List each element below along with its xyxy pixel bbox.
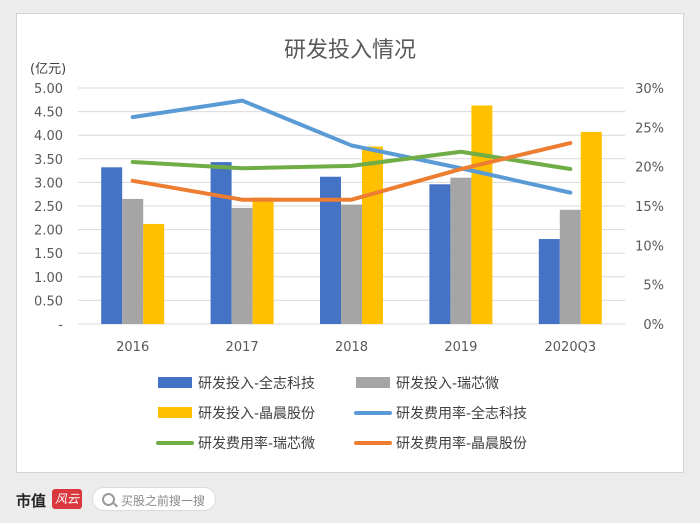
bar-series: [101, 105, 602, 325]
bar: [429, 184, 451, 324]
footer: 市值 风云 买股之前搜一搜: [0, 478, 700, 523]
y-left-tick-label: 2.50: [34, 200, 63, 215]
y-left-tick-label: 4.50: [34, 106, 63, 121]
y-left-tick-label: 0.50: [34, 294, 63, 309]
y-axis-left: 5.00 4.50 4.00 3.50 3.00 2.50 2.00 1.50 1.00 0.50…: [34, 82, 63, 333]
y-left-tick-label: 1.50: [34, 247, 63, 262]
legend-label: 研发投入-瑞芯微: [396, 376, 499, 392]
y-left-tick-label: 2.00: [34, 224, 63, 239]
bar: [143, 223, 165, 324]
y-left-tick-label: 5.00: [34, 82, 63, 97]
y-axis-right: 30% 25% 20% 15% 10% 5% 0%: [635, 82, 664, 333]
bar: [122, 198, 144, 324]
bar: [101, 167, 123, 324]
bar: [231, 207, 253, 324]
y-left-tick-label: 1.00: [34, 271, 63, 286]
bar: [580, 131, 602, 324]
legend-swatch: [158, 377, 192, 388]
x-tick-label: 2018: [335, 340, 368, 355]
bar: [450, 177, 472, 324]
search-placeholder: 买股之前搜一搜: [121, 494, 206, 508]
legend-label: 研发投入-全志科技: [198, 375, 315, 392]
bar: [362, 146, 383, 324]
x-tick-label: 2016: [116, 340, 149, 355]
series-line: [130, 141, 573, 202]
series-line: [130, 98, 573, 195]
bar: [210, 162, 232, 324]
line-series: [130, 98, 573, 202]
y-right-tick-label: 0%: [643, 318, 664, 333]
y-axis-unit-label: (亿元): [30, 62, 66, 77]
legend-swatch: [158, 407, 192, 418]
y-left-tick-label: -: [58, 318, 63, 333]
legend-item: 研发投入-晶晨股份: [158, 406, 315, 422]
legend-item: 研发费用率-全志科技: [354, 405, 527, 422]
y-right-tick-label: 10%: [635, 239, 664, 254]
y-left-tick-label: 3.00: [34, 176, 63, 191]
y-right-tick-label: 30%: [635, 82, 664, 97]
legend-label: 研发投入-晶晨股份: [198, 406, 315, 422]
search-box[interactable]: 买股之前搜一搜: [92, 487, 216, 511]
y-right-tick-label: 5%: [643, 279, 664, 294]
legend-item: 研发投入-全志科技: [158, 375, 315, 392]
bar: [341, 204, 362, 324]
y-right-tick-label: 25%: [635, 121, 664, 136]
x-axis: 2016 2017 2018 2019 2020Q3: [116, 340, 596, 355]
legend-label: 研发费用率-晶晨股份: [396, 435, 527, 452]
bar: [471, 105, 493, 325]
bar: [320, 176, 341, 324]
legend-item: 研发投入-瑞芯微: [356, 376, 499, 392]
bar: [538, 239, 560, 324]
y-right-tick-label: 15%: [635, 200, 664, 215]
bar: [252, 197, 274, 324]
x-tick-label: 2019: [444, 340, 477, 355]
legend-item: 研发费用率-瑞芯微: [156, 435, 315, 452]
x-tick-label: 2020Q3: [545, 340, 597, 355]
legend-item: 研发费用率-晶晨股份: [354, 435, 527, 452]
legend-label: 研发费用率-全志科技: [396, 405, 527, 422]
legend-swatch: [356, 377, 390, 388]
y-right-tick-label: 20%: [635, 161, 664, 176]
x-tick-label: 2017: [226, 340, 259, 355]
series-line: [130, 149, 573, 172]
legend-label: 研发费用率-瑞芯微: [198, 435, 315, 452]
search-icon: [102, 493, 115, 506]
bar: [559, 209, 581, 324]
chart-title: 研发投入情况: [284, 38, 416, 63]
brand-logo-mark: 风云: [52, 489, 82, 509]
y-left-tick-label: 4.00: [34, 129, 63, 144]
brand-logo-text: 市值: [16, 492, 47, 510]
y-left-tick-label: 3.50: [34, 153, 63, 168]
